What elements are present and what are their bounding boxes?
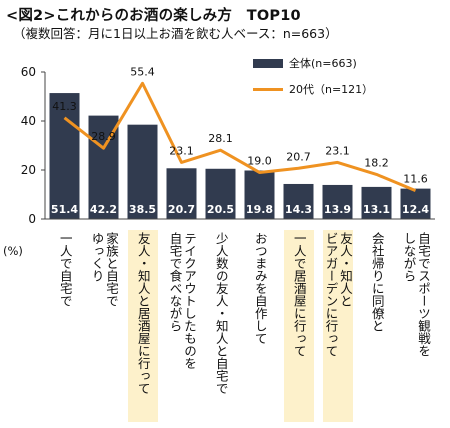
category-label-text: 会社帰りに同僚と: [369, 232, 385, 332]
bar: [205, 168, 236, 219]
bar-value-label: 42.2: [90, 203, 117, 216]
bar-value-label: 51.4: [51, 203, 78, 216]
y-tick-label: 60: [21, 65, 36, 79]
line-value-label: 19.0: [247, 154, 272, 167]
y-axis-unit-label: (%): [3, 244, 23, 258]
line-value-label: 20.7: [286, 150, 311, 163]
line-series-20s: [63, 81, 417, 192]
bar-value-label: 38.5: [129, 203, 156, 216]
bar-value-label: 12.4: [402, 203, 429, 216]
line-value-label: 18.2: [364, 156, 389, 169]
legend-item-20s: 20代（n=121）: [253, 81, 373, 97]
bar: [283, 183, 314, 219]
category-label: おつまみを自作して: [245, 230, 275, 422]
legend-label-20s: 20代（n=121）: [289, 83, 374, 96]
bar-value-label: 20.7: [168, 203, 195, 216]
bar: [322, 184, 353, 219]
bar-value-label: 19.8: [246, 203, 273, 216]
y-tick-label: 20: [21, 163, 36, 177]
bar: [166, 168, 197, 219]
y-tick-label: 40: [21, 114, 36, 128]
bar: [49, 93, 80, 219]
bar: [361, 186, 392, 219]
category-label: 一人で自宅で: [50, 230, 80, 422]
category-label: 友人・知人と ビアガーデンに行って: [322, 230, 354, 422]
bar-value-label: 20.5: [207, 203, 234, 216]
category-label-text: 一人で自宅で: [57, 232, 73, 307]
chart-subtitle: （複数回答：月に1日以上お酒を飲む人ベース：n=663）: [13, 26, 338, 41]
line-value-label: 11.6: [403, 173, 428, 186]
legend-swatch-line: [253, 87, 283, 91]
line-value-label: 55.4: [130, 65, 155, 78]
line-value-label: 28.1: [208, 132, 233, 145]
line-value-label: 23.1: [325, 144, 350, 157]
bar: [244, 170, 275, 219]
category-label-text: 友人・知人と ビアガーデンに行って: [323, 232, 354, 357]
bar-value-label: 13.1: [363, 203, 390, 216]
category-label-text: 家族と自宅で ゆっくり: [89, 232, 120, 307]
line-value-label: 41.3: [52, 100, 77, 113]
line-value-label: 23.1: [169, 144, 194, 157]
category-label: 家族と自宅で ゆっくり: [89, 230, 120, 422]
bar-value-label: 14.3: [285, 203, 312, 216]
category-label-text: 少人数の友人・知人と自宅で: [213, 232, 229, 395]
category-label-text: 友人・知人と居酒屋に行って: [135, 232, 151, 395]
line-value-label: 28.9: [91, 130, 116, 143]
category-label: 自宅でスポーツ観戦を しながら: [401, 230, 432, 422]
legend-swatch-bar: [253, 58, 283, 68]
category-label: 会社帰りに同僚と: [362, 230, 392, 422]
category-label: 少人数の友人・知人と自宅で: [206, 230, 236, 422]
chart-title: <図2>これからのお酒の楽しみ方 TOP10: [6, 8, 301, 24]
bar-value-label: 13.9: [324, 203, 351, 216]
legend-label-overall: 全体(n=663): [289, 57, 357, 70]
category-label-text: 自宅でスポーツ観戦を しながら: [401, 232, 432, 357]
category-label: テイクアウトしたものを 自宅で食べながら: [167, 230, 198, 422]
category-label: 一人で居酒屋に行って: [283, 230, 314, 422]
category-label: 友人・知人と居酒屋に行って: [127, 230, 158, 422]
bar: [400, 188, 431, 219]
bar: [127, 124, 158, 219]
category-label-text: おつまみを自作して: [252, 232, 268, 345]
category-label-text: 一人で居酒屋に行って: [291, 232, 307, 357]
category-label-text: テイクアウトしたものを 自宅で食べながら: [167, 232, 198, 370]
y-tick-label: 0: [28, 212, 36, 226]
chart-canvas: 0 20 40 60 51.4 42.2 38.5 20.7 20.5 19.8 14.3 13.9 1…: [21, 65, 435, 226]
legend-item-overall: 全体(n=663): [253, 55, 357, 71]
